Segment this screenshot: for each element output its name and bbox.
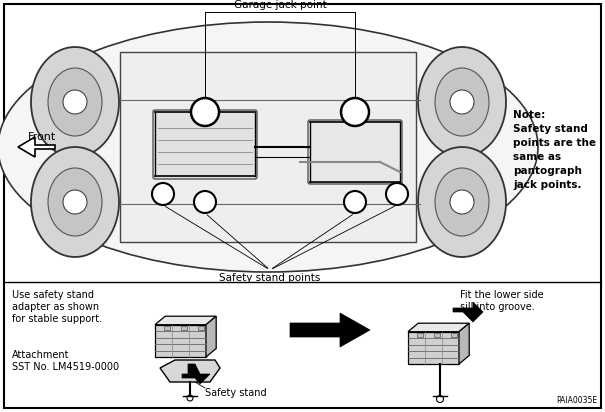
Polygon shape: [453, 302, 483, 322]
Polygon shape: [155, 316, 216, 325]
Polygon shape: [408, 332, 459, 364]
Polygon shape: [18, 137, 55, 157]
Text: Safety stand: Safety stand: [513, 124, 588, 134]
Circle shape: [194, 191, 216, 213]
Ellipse shape: [31, 47, 119, 157]
Text: same as: same as: [513, 152, 561, 162]
Polygon shape: [290, 313, 370, 347]
Polygon shape: [155, 325, 206, 357]
Ellipse shape: [48, 168, 102, 236]
Ellipse shape: [418, 47, 506, 157]
Text: Safety stand points: Safety stand points: [219, 273, 321, 283]
Circle shape: [187, 395, 193, 401]
Ellipse shape: [435, 168, 489, 236]
Ellipse shape: [48, 68, 102, 136]
Circle shape: [191, 98, 219, 126]
Circle shape: [152, 183, 174, 205]
Ellipse shape: [418, 147, 506, 257]
Bar: [197, 326, 204, 330]
Circle shape: [450, 90, 474, 114]
Ellipse shape: [31, 147, 119, 257]
Polygon shape: [160, 360, 220, 382]
Polygon shape: [459, 323, 469, 364]
Text: pantograph: pantograph: [513, 166, 582, 176]
Circle shape: [344, 191, 366, 213]
Text: Front: Front: [28, 132, 56, 142]
Text: Garage jack point: Garage jack point: [234, 0, 326, 10]
Circle shape: [436, 396, 443, 403]
Polygon shape: [206, 316, 216, 357]
Text: Safety stand: Safety stand: [205, 388, 267, 398]
Bar: [451, 333, 457, 337]
Text: for stable support.: for stable support.: [12, 314, 102, 324]
Text: Fit the lower side: Fit the lower side: [460, 290, 544, 300]
Ellipse shape: [0, 22, 538, 272]
Circle shape: [450, 190, 474, 214]
Text: adapter as shown: adapter as shown: [12, 302, 99, 312]
Circle shape: [63, 190, 87, 214]
Text: Use safety stand: Use safety stand: [12, 290, 94, 300]
Text: jack points.: jack points.: [513, 180, 581, 190]
Ellipse shape: [435, 68, 489, 136]
FancyBboxPatch shape: [308, 120, 402, 184]
Circle shape: [63, 90, 87, 114]
Polygon shape: [182, 364, 210, 384]
Circle shape: [386, 183, 408, 205]
Text: Attachment: Attachment: [12, 350, 70, 360]
Bar: [180, 326, 188, 330]
FancyBboxPatch shape: [153, 110, 257, 179]
Text: points are the: points are the: [513, 138, 596, 148]
Text: sill into groove.: sill into groove.: [460, 302, 535, 312]
Bar: [163, 326, 170, 330]
Text: Note:: Note:: [513, 110, 545, 120]
Bar: [416, 333, 423, 337]
Circle shape: [341, 98, 369, 126]
Bar: [120, 52, 416, 242]
Text: SST No. LM4519-0000: SST No. LM4519-0000: [12, 362, 119, 372]
Bar: [434, 333, 440, 337]
Text: PAIA0035E: PAIA0035E: [556, 396, 597, 405]
Polygon shape: [408, 323, 469, 332]
